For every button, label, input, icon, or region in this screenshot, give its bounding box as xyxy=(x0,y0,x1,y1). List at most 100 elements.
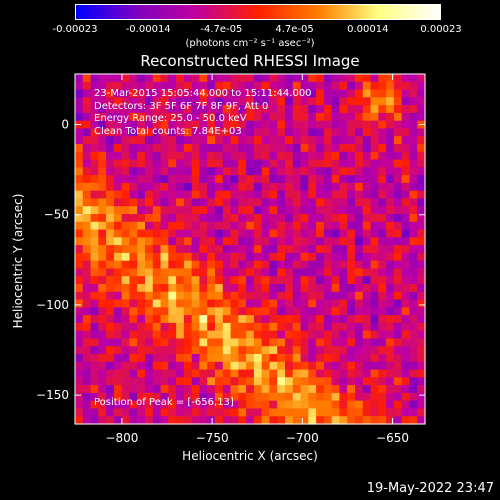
heatmap-cell xyxy=(308,97,317,106)
heatmap-cell xyxy=(230,190,239,200)
heatmap-cell xyxy=(409,159,418,168)
heatmap-cell xyxy=(176,74,185,83)
heatmap-cell xyxy=(176,120,185,130)
heatmap-cell xyxy=(331,322,341,332)
heatmap-cell xyxy=(160,221,169,231)
heatmap-cell xyxy=(347,307,356,316)
heatmap-cell xyxy=(238,276,247,285)
heatmap-cell xyxy=(230,268,239,277)
heatmap-cell xyxy=(285,120,294,130)
heatmap-cell xyxy=(253,408,263,417)
heatmap-cell xyxy=(222,237,232,246)
heatmap-cell xyxy=(261,385,271,394)
heatmap-cell xyxy=(106,214,115,223)
heatmap-cell xyxy=(277,385,286,394)
heatmap-cell xyxy=(137,284,146,293)
heatmap-cell xyxy=(409,245,418,254)
heatmap-cell xyxy=(261,392,271,402)
heatmap-cell xyxy=(230,74,239,83)
heatmap-cell xyxy=(339,284,348,293)
heatmap-cell xyxy=(199,214,208,223)
heatmap-cell xyxy=(355,361,364,371)
heatmap-cell xyxy=(378,112,387,122)
heatmap-cell xyxy=(176,408,185,417)
heatmap-cell xyxy=(362,175,372,184)
heatmap-cell xyxy=(417,81,426,91)
heatmap-cell xyxy=(261,260,271,270)
heatmap-cell xyxy=(168,276,177,285)
heatmap-cell xyxy=(417,260,426,270)
heatmap-cell xyxy=(339,136,348,145)
heatmap-cell xyxy=(106,89,115,98)
heatmap-cell xyxy=(370,361,379,371)
heatmap-cell xyxy=(417,136,426,145)
heatmap-cell xyxy=(183,175,193,184)
heatmap-cell xyxy=(176,175,185,184)
heatmap-cell xyxy=(261,97,271,106)
heatmap-cell xyxy=(145,260,154,270)
heatmap-cell xyxy=(277,151,286,161)
heatmap-cell xyxy=(347,112,356,122)
heatmap-cell xyxy=(246,105,255,114)
heatmap-cell xyxy=(316,81,325,91)
heatmap-cell xyxy=(90,260,99,270)
heatmap-cell xyxy=(183,112,193,122)
heatmap-cell xyxy=(378,408,387,417)
heatmap-cell xyxy=(378,144,387,153)
heatmap-cell xyxy=(106,221,115,231)
heatmap-cell xyxy=(137,167,146,176)
heatmap-cell xyxy=(292,392,302,402)
heatmap-cell xyxy=(355,416,364,425)
heatmap-cell xyxy=(230,182,239,192)
heatmap-cell xyxy=(370,182,379,192)
heatmap-cell xyxy=(253,252,263,262)
heatmap-cell xyxy=(246,361,255,371)
heatmap-cell xyxy=(277,97,286,106)
heatmap-cell xyxy=(285,322,294,332)
heatmap-cell xyxy=(386,128,395,137)
heatmap-cell xyxy=(137,81,146,91)
heatmap-cell xyxy=(339,416,348,425)
heatmap-cell xyxy=(355,291,364,301)
heatmap-cell xyxy=(331,175,341,184)
heatmap-cell xyxy=(331,268,341,277)
heatmap-cell xyxy=(323,260,333,270)
heatmap-cell xyxy=(292,369,302,378)
heatmap-cell xyxy=(331,229,341,238)
heatmap-cell xyxy=(347,105,356,114)
heatmap-cell xyxy=(285,400,294,410)
heatmap-cell xyxy=(292,206,302,215)
heatmap-cell xyxy=(331,291,341,301)
heatmap-cell xyxy=(355,229,364,238)
heatmap-cell xyxy=(386,268,395,277)
heatmap-cell xyxy=(106,167,115,176)
heatmap-cell xyxy=(417,299,426,308)
heatmap-cell xyxy=(121,136,131,145)
heatmap-cell xyxy=(246,136,255,145)
heatmap-cell xyxy=(347,120,356,130)
heatmap-cell xyxy=(246,175,255,184)
heatmap-cell xyxy=(316,252,325,262)
heatmap-cell xyxy=(168,377,177,386)
heatmap-cell xyxy=(362,346,372,355)
heatmap-cell xyxy=(207,268,216,277)
heatmap-cell xyxy=(113,354,123,363)
heatmap-cell xyxy=(160,338,169,347)
heatmap-cell xyxy=(207,74,216,83)
heatmap-cell xyxy=(331,128,341,137)
heatmap-cell xyxy=(347,198,356,207)
heatmap-cell xyxy=(347,74,356,83)
heatmap-cell xyxy=(409,97,418,106)
heatmap-cell xyxy=(393,268,403,277)
heatmap-cell xyxy=(355,89,364,98)
heatmap-cell xyxy=(246,120,255,130)
heatmap-cell xyxy=(339,206,348,215)
heatmap-cell xyxy=(145,392,154,402)
heatmap-cell xyxy=(183,97,193,106)
heatmap-cell xyxy=(75,136,84,145)
heatmap-cell xyxy=(323,330,333,340)
heatmap-cell xyxy=(417,229,426,238)
heatmap-cell xyxy=(176,206,185,215)
heatmap-cell xyxy=(323,81,333,91)
heatmap-cell xyxy=(129,159,138,168)
